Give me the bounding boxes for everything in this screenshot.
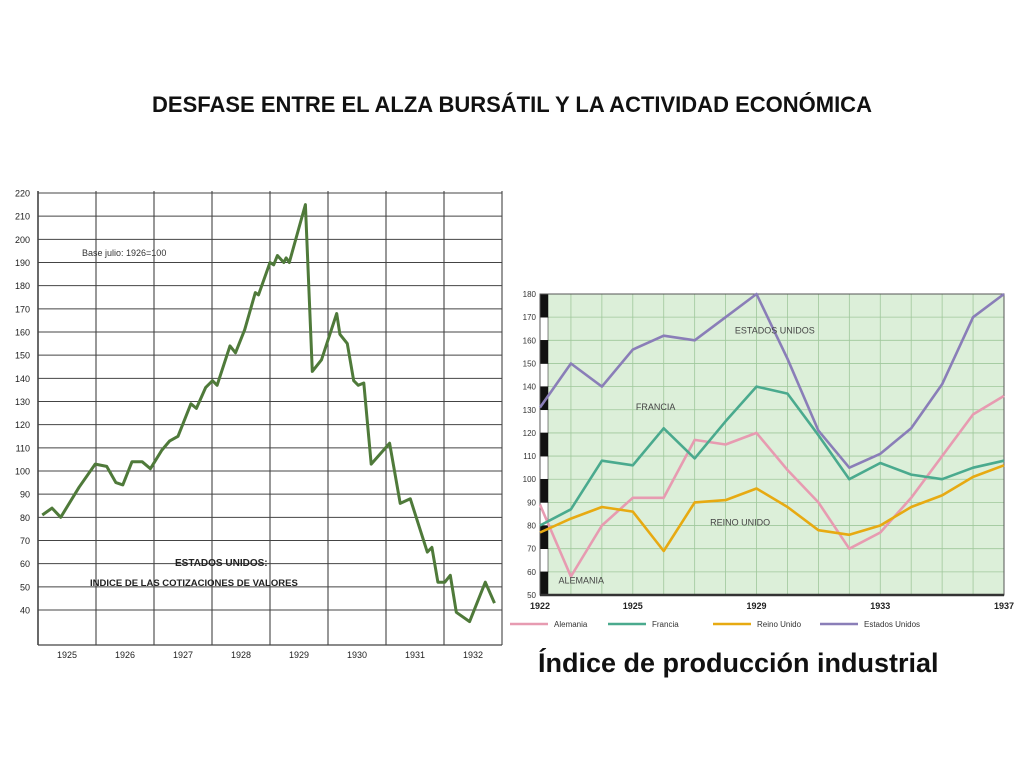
y-tick-label: 100 xyxy=(523,475,537,484)
series-inline-label: FRANCIA xyxy=(636,402,676,412)
y-tick-label: 140 xyxy=(15,374,30,384)
y-tick-label: 100 xyxy=(15,467,30,477)
y-tick-label: 50 xyxy=(527,591,536,600)
y-tick-label: 180 xyxy=(15,281,30,291)
plot-background xyxy=(540,294,1004,595)
axis-scale-segment xyxy=(539,432,549,457)
x-tick-label: 1925 xyxy=(57,650,77,660)
y-tick-label: 130 xyxy=(523,406,537,415)
x-tick-label: 1922 xyxy=(530,601,550,611)
y-tick-label: 220 xyxy=(15,189,30,199)
legend-label: Francia xyxy=(652,620,679,629)
x-tick-label: 1933 xyxy=(870,601,890,611)
legend-label: Estados Unidos xyxy=(864,620,920,629)
y-tick-label: 150 xyxy=(523,359,537,368)
x-tick-label: 1931 xyxy=(405,650,425,660)
y-tick-label: 60 xyxy=(20,559,30,569)
y-tick-label: 160 xyxy=(15,328,30,338)
legend-label: Alemania xyxy=(554,620,588,629)
slide-title: DESFASE ENTRE EL ALZA BURSÁTIL Y LA ACTI… xyxy=(152,92,872,117)
series-inline-label: ALEMANIA xyxy=(559,575,605,585)
axis-scale-segment xyxy=(539,548,549,573)
series-line xyxy=(539,385,1005,527)
y-tick-label: 160 xyxy=(523,336,537,345)
y-tick-label: 170 xyxy=(15,304,30,314)
y-tick-label: 80 xyxy=(20,513,30,523)
x-tick-label: 1928 xyxy=(231,650,251,660)
industrial-production-chart: 50 60 70 80 90 100 110 120 130 140 150 160 170 180 192… xyxy=(510,290,1014,629)
y-tick-label: 180 xyxy=(523,290,537,299)
y-tick-label: 110 xyxy=(523,452,536,461)
axis-scale-segment xyxy=(539,478,549,503)
y-tick-label: 60 xyxy=(527,568,536,577)
x-tick-label: 1925 xyxy=(623,601,643,611)
y-tick-label: 120 xyxy=(523,429,537,438)
axis-scale-segment xyxy=(539,409,549,434)
y-tick-label: 70 xyxy=(527,545,536,554)
y-tick-label: 70 xyxy=(20,536,30,546)
x-tick-label: 1932 xyxy=(463,650,483,660)
y-tick-label: 90 xyxy=(20,490,30,500)
y-tick-label: 50 xyxy=(20,582,30,592)
series-line xyxy=(538,292,1005,469)
x-tick-label: 1930 xyxy=(347,650,367,660)
y-tick-label: 40 xyxy=(20,606,30,616)
series-title-annotation: ESTADOS UNIDOS: xyxy=(175,558,268,569)
y-tick-label: 110 xyxy=(16,443,30,453)
x-tick-label: 1937 xyxy=(994,601,1014,611)
y-tick-label: 140 xyxy=(523,383,537,392)
axis-scale-segment xyxy=(539,571,549,596)
series-description-annotation: INDICE DE LAS COTIZACIONES DE VALORES xyxy=(90,578,298,589)
chart-subtitle: Índice de producción industrial xyxy=(538,648,939,678)
y-tick-label: 170 xyxy=(523,313,537,322)
series-line xyxy=(539,464,1005,553)
axis-scale-segment xyxy=(539,363,549,387)
x-tick-label: 1926 xyxy=(115,650,135,660)
y-tick-label: 190 xyxy=(15,258,30,268)
series-line xyxy=(41,203,496,624)
base-annotation: Base julio: 1926=100 xyxy=(82,248,166,258)
y-tick-label: 90 xyxy=(527,498,536,507)
y-tick-label: 130 xyxy=(15,397,30,407)
y-tick-label: 200 xyxy=(15,235,30,245)
axis-scale-segment xyxy=(539,316,549,341)
y-tick-label: 120 xyxy=(15,420,30,430)
axis-scale-segment xyxy=(539,455,549,480)
stock-index-chart: 40 50 60 70 80 90 100 110 120 130 140 150 160 170 180 1… xyxy=(0,185,505,665)
series-inline-label: ESTADOS UNIDOS xyxy=(735,325,815,335)
axis-scale-segment xyxy=(539,293,549,318)
y-tick-label: 210 xyxy=(15,212,30,222)
y-tick-label: 150 xyxy=(15,351,30,361)
y-tick-label: 80 xyxy=(527,522,536,531)
legend-label: Reino Unido xyxy=(757,620,802,629)
x-tick-label: 1929 xyxy=(289,650,309,660)
x-tick-label: 1927 xyxy=(173,650,193,660)
axis-scale-segment xyxy=(539,340,549,364)
series-inline-label: REINO UNIDO xyxy=(710,518,770,528)
x-tick-label: 1929 xyxy=(747,601,767,611)
